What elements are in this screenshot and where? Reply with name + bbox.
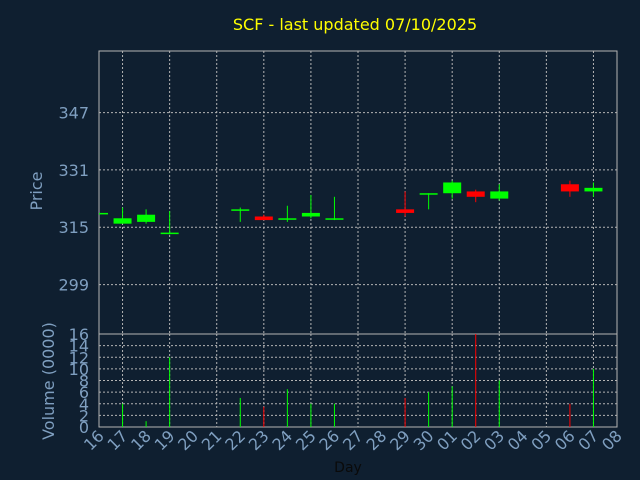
candle-body <box>466 191 485 197</box>
x-axis-label: Day <box>334 460 362 476</box>
price-tick-label: 299 <box>58 276 89 295</box>
volume-tick-label: 0 <box>79 418 89 437</box>
volume-tick-label: 16 <box>69 325 89 344</box>
volume-tick-label: 2 <box>79 406 89 425</box>
candle-body <box>560 184 579 192</box>
volume-axis-label: Volume (0000) <box>39 322 58 440</box>
candle-body <box>419 193 438 195</box>
price-panel: 299 315 331 347 <box>58 50 618 335</box>
candle-body <box>443 182 462 194</box>
candle-body <box>99 212 108 215</box>
chart-title: SCF - last updated 07/10/2025 <box>233 15 477 34</box>
candle-body <box>396 209 415 213</box>
volume-tick-label: 10 <box>69 360 89 379</box>
price-axis-label: Price <box>27 171 46 210</box>
candle-body <box>490 191 509 199</box>
candle-body <box>113 218 132 224</box>
volume-tick-label: 12 <box>69 348 89 367</box>
candle-body <box>325 218 344 220</box>
volume-tick-label: 4 <box>79 395 89 414</box>
price-tick-label: 331 <box>58 161 89 180</box>
candle-body <box>278 218 297 220</box>
candle-body <box>160 232 179 235</box>
x-axis-ticks: 1617181920212223242526272829300102030405… <box>80 426 626 454</box>
price-tick-label: 347 <box>58 104 89 123</box>
volume-tick-label: 6 <box>79 383 89 402</box>
candle-body <box>301 212 320 217</box>
candle-body <box>254 216 273 221</box>
volume-tick-label: 14 <box>69 337 89 356</box>
candle-body <box>137 214 156 222</box>
volume-tick-label: 8 <box>79 372 89 391</box>
price-tick-label: 315 <box>58 218 89 237</box>
candle-body <box>584 187 603 192</box>
candle-body <box>231 209 250 211</box>
x-tick-label: 08 <box>598 426 626 454</box>
